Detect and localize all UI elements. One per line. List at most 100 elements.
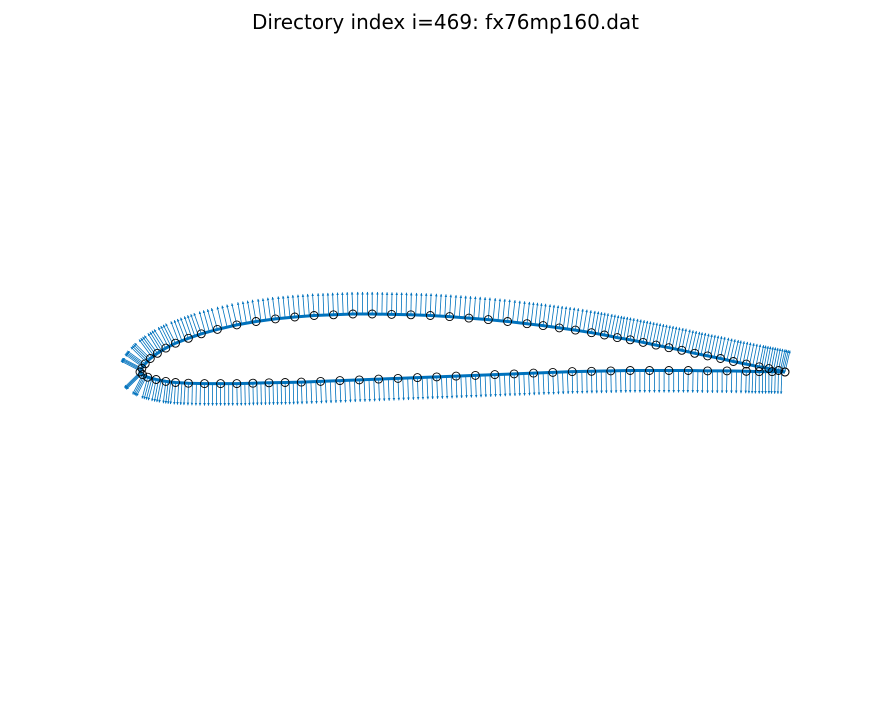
normal-vector [221, 305, 228, 328]
normal-vector [752, 343, 758, 366]
airfoil-point-marker [135, 367, 145, 377]
airfoil-point-marker [645, 366, 654, 375]
normal-vector [649, 321, 655, 344]
normal-vector [184, 316, 192, 338]
normal-vector [349, 380, 352, 403]
normal-vector [336, 292, 339, 315]
normal-vector [739, 371, 743, 394]
normal-vector [429, 293, 433, 316]
normal-vector [441, 376, 444, 400]
normal-vector [781, 349, 788, 372]
normal-vector [260, 382, 263, 406]
normal-vector [450, 376, 454, 399]
normal-vector [623, 316, 629, 339]
normal-vector [749, 342, 755, 365]
normal-vector [363, 379, 367, 403]
normal-vector [193, 312, 202, 334]
normal-vector [770, 371, 773, 394]
airfoil-point-marker [490, 370, 500, 380]
normal-vector [742, 341, 749, 364]
normal-vector [566, 306, 572, 330]
airfoil-point-marker [483, 315, 493, 325]
normal-vector [353, 379, 357, 403]
airfoil-point-marker [664, 366, 674, 375]
airfoil-point-marker [296, 377, 306, 387]
normal-vector [156, 380, 162, 403]
normal-vector [310, 381, 313, 405]
normal-vector [277, 296, 281, 319]
normal-vector [534, 302, 539, 325]
normal-vector [755, 344, 762, 367]
normal-vector [186, 383, 190, 406]
normal-vector [503, 374, 507, 397]
normal-vector [292, 382, 295, 405]
airfoil-point-marker [248, 378, 258, 388]
airfoil-point-marker [587, 328, 596, 338]
normal-vector [566, 371, 570, 395]
airfoil-point-marker [606, 366, 616, 376]
normal-vector [434, 293, 438, 316]
normal-vector [288, 382, 291, 405]
airfoil-point-marker [570, 325, 580, 335]
normal-vector [235, 383, 239, 406]
normal-vector [296, 382, 299, 405]
normal-vector [645, 321, 652, 344]
normal-vector [492, 297, 497, 321]
normal-vector [326, 292, 330, 315]
airfoil-outline [138, 312, 786, 386]
normal-vector [170, 321, 180, 343]
normal-vector [306, 293, 310, 316]
normal-vector [528, 373, 531, 396]
normal-vector [739, 340, 745, 363]
normal-vector [167, 381, 171, 405]
normal-vectors [120, 291, 791, 406]
normal-vector [723, 337, 730, 360]
normal-vector [198, 383, 202, 406]
normal-vector [691, 330, 698, 353]
airfoil-point-marker [367, 309, 377, 319]
normal-vector [570, 307, 576, 330]
airfoil-point-marker [138, 370, 148, 380]
normal-vector [400, 292, 403, 315]
airfoil-point-marker [264, 378, 274, 388]
airfoil-point-marker [393, 373, 403, 383]
normal-vector [264, 382, 267, 406]
normal-vector [407, 377, 410, 401]
normal-vector [301, 293, 305, 317]
airfoil-point-marker [522, 319, 532, 329]
airfoil-point-marker [232, 320, 242, 330]
normal-vector [449, 294, 453, 317]
normal-vector [134, 375, 146, 396]
normal-vector [552, 372, 555, 395]
normal-vector [704, 333, 710, 356]
normal-vector [538, 302, 543, 326]
normal-vector [122, 357, 143, 369]
normal-vector [595, 371, 599, 394]
normal-vector [554, 305, 560, 328]
airfoil-point-marker [767, 367, 777, 377]
airfoil-point-marker [538, 321, 548, 331]
normal-vector [420, 292, 423, 316]
airfoil-point-marker [548, 367, 558, 377]
airfoil-point-marker [412, 373, 422, 383]
normal-vector [176, 382, 180, 405]
normal-vector [202, 310, 210, 332]
normal-vector [483, 296, 487, 320]
normal-vector [754, 371, 757, 394]
normal-vector [315, 381, 318, 404]
normal-vector [521, 300, 526, 324]
normal-vector [587, 309, 592, 333]
normal-vector [165, 323, 176, 344]
normal-vector [619, 370, 623, 394]
airfoil-point-marker [764, 364, 774, 374]
normal-vector [750, 371, 754, 394]
airfoil-point-marker [509, 369, 519, 379]
normal-vector [580, 371, 584, 394]
normal-vector [300, 382, 304, 405]
airfoil-point-marker [741, 366, 751, 376]
normal-vector [286, 295, 291, 318]
normal-vector [331, 292, 334, 315]
normal-vector [412, 377, 415, 401]
normal-vector [241, 301, 247, 324]
